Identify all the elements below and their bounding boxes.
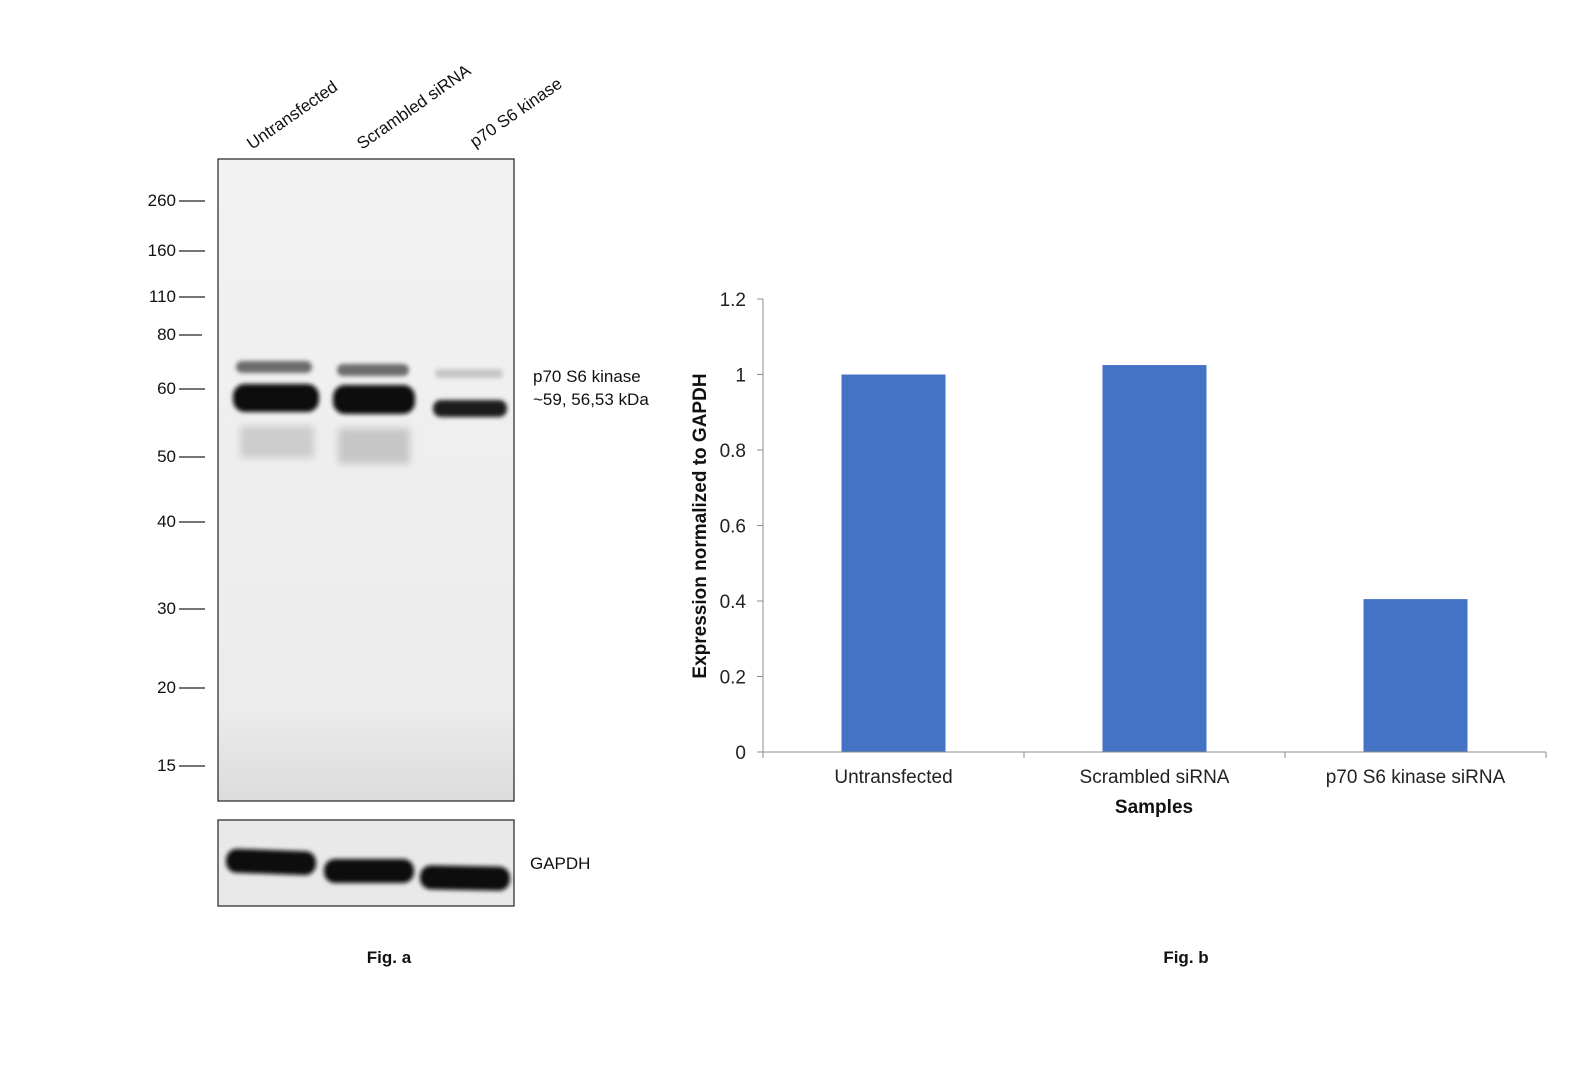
y-tick-label: 0 [735, 743, 746, 764]
mw-label-15: 15 [157, 756, 176, 775]
x-tick-label: Untransfected [834, 767, 952, 788]
mw-label-30: 30 [157, 599, 176, 618]
lane-label-p70-s6-kinase: p70 S6 kinase [466, 74, 565, 151]
x-tick-label: p70 S6 kinase siRNA [1326, 767, 1506, 788]
bar-1 [1102, 365, 1207, 752]
lane-label-untransfected: Untransfected [243, 77, 341, 153]
y-tick-label: 1 [735, 366, 746, 387]
fig-a-caption: Fig. a [367, 948, 412, 967]
mw-label-60: 60 [157, 379, 176, 398]
mw-label-260: 260 [148, 191, 176, 210]
smear [240, 426, 410, 464]
x-axis-tick-labels: Untransfected Scrambled siRNA p70 S6 kinas… [834, 767, 1505, 788]
western-blot-panel: Untransfected Scrambled siRNA p70 S6 kin… [148, 60, 650, 967]
y-axis-title: Expression normalized to GAPDH [690, 373, 711, 678]
x-axis-title: Samples [1115, 797, 1193, 818]
mw-label-20: 20 [157, 678, 176, 697]
mw-label-160: 160 [148, 241, 176, 260]
gapdh-label: GAPDH [530, 854, 590, 873]
upper-bands [236, 361, 503, 378]
mw-label-50: 50 [157, 447, 176, 466]
lane-label-scrambled-sirna: Scrambled siRNA [353, 60, 474, 153]
mw-label-80: 80 [157, 325, 176, 344]
bars [841, 365, 1468, 752]
band-label-size: ~59, 56,53 kDa [533, 390, 649, 409]
y-tick-label: 0.4 [720, 592, 747, 613]
x-axis-ticks [762, 752, 1547, 758]
mw-label-40: 40 [157, 512, 176, 531]
band-label-protein: p70 S6 kinase [533, 367, 641, 386]
y-tick-label: 0.6 [720, 517, 746, 538]
y-tick-label: 1.2 [720, 290, 746, 311]
bar-2 [1363, 599, 1468, 752]
bar-chart: 0 0.2 0.4 0.6 0.8 1 1.2 Untransfected Scrambled… [690, 290, 1547, 818]
bar-0 [841, 374, 946, 752]
y-tick-label: 0.2 [720, 668, 746, 689]
gapdh-bands [225, 848, 511, 891]
fig-b-caption: Fig. b [1163, 948, 1208, 967]
x-tick-label: Scrambled siRNA [1080, 767, 1230, 788]
y-tick-label: 0.8 [720, 441, 746, 462]
mw-marker-ladder: 260 160 110 80 60 50 40 30 20 15 [148, 191, 205, 775]
mw-label-110: 110 [149, 287, 176, 306]
p70-s6-kinase-bands [233, 384, 507, 417]
y-axis-ticks: 0 0.2 0.4 0.6 0.8 1 1.2 [720, 290, 763, 764]
blot-membrane [217, 158, 515, 802]
